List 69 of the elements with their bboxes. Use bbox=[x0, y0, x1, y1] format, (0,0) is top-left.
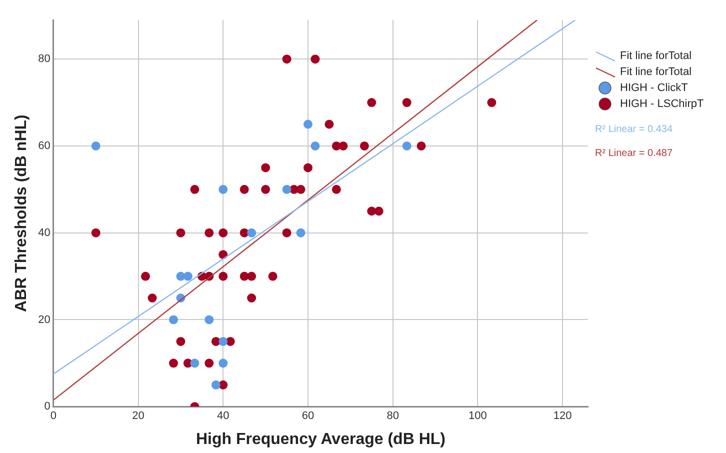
y-tick-label: 20 bbox=[38, 314, 50, 326]
x-tick-label: 80 bbox=[386, 410, 399, 422]
point bbox=[240, 184, 249, 194]
point bbox=[204, 228, 214, 238]
point bbox=[268, 272, 278, 281]
point bbox=[374, 206, 384, 216]
point bbox=[296, 184, 306, 194]
legend-label: Fit line forTotal bbox=[620, 65, 692, 80]
point bbox=[416, 141, 426, 150]
point bbox=[218, 336, 228, 346]
legend-label: HIGH - ClickT bbox=[620, 81, 688, 96]
point bbox=[402, 98, 412, 108]
point bbox=[247, 294, 256, 303]
point bbox=[261, 184, 270, 194]
point bbox=[218, 272, 228, 281]
point bbox=[282, 54, 292, 64]
point bbox=[204, 358, 214, 368]
point bbox=[367, 98, 376, 108]
point bbox=[360, 141, 369, 150]
point bbox=[338, 141, 348, 150]
y-tick-label: 60 bbox=[38, 140, 50, 152]
point bbox=[247, 272, 256, 281]
point bbox=[303, 163, 312, 172]
x-tick-label: 60 bbox=[302, 410, 314, 422]
point bbox=[282, 184, 292, 194]
point bbox=[211, 380, 220, 390]
point bbox=[218, 228, 228, 238]
point bbox=[190, 358, 200, 368]
point bbox=[282, 228, 292, 238]
point bbox=[218, 358, 228, 368]
y-tick-label: 40 bbox=[38, 226, 50, 239]
point bbox=[148, 294, 157, 303]
point bbox=[303, 120, 312, 129]
point bbox=[169, 315, 178, 324]
point bbox=[487, 98, 496, 108]
point bbox=[183, 272, 192, 281]
y-tick-label: 80 bbox=[38, 53, 50, 66]
x-tick-label: 100 bbox=[468, 410, 487, 422]
point bbox=[261, 163, 270, 172]
x-axis-title: High Frequency Average (dB HL) bbox=[196, 430, 446, 448]
x-tick-label: 40 bbox=[217, 410, 230, 422]
y-axis-title: ABR Thresholds (dB nHL) bbox=[13, 114, 30, 312]
point bbox=[91, 228, 100, 238]
point bbox=[141, 272, 150, 281]
point bbox=[310, 141, 320, 150]
point bbox=[218, 380, 228, 390]
point bbox=[226, 336, 235, 346]
point bbox=[332, 184, 341, 194]
x-tick-label: 20 bbox=[132, 410, 144, 422]
point bbox=[324, 120, 334, 129]
point bbox=[190, 184, 200, 194]
legend-label: Fit line forTotal bbox=[620, 49, 692, 64]
text: R² Linear = 0.434 bbox=[595, 123, 674, 137]
y-tick-label: 0 bbox=[44, 400, 50, 413]
point bbox=[176, 228, 186, 238]
point bbox=[204, 315, 214, 324]
x-tick-label: 120 bbox=[553, 410, 572, 422]
point bbox=[169, 358, 178, 368]
legend-label: HIGH - LSChirpT bbox=[620, 97, 704, 112]
point bbox=[402, 141, 412, 150]
point bbox=[296, 228, 306, 238]
point bbox=[367, 206, 376, 216]
point bbox=[176, 336, 186, 346]
point bbox=[247, 228, 256, 238]
text: R² Linear = 0.487 bbox=[595, 147, 674, 161]
point bbox=[310, 54, 320, 64]
point bbox=[91, 141, 100, 150]
point bbox=[218, 184, 228, 194]
point bbox=[211, 336, 220, 346]
